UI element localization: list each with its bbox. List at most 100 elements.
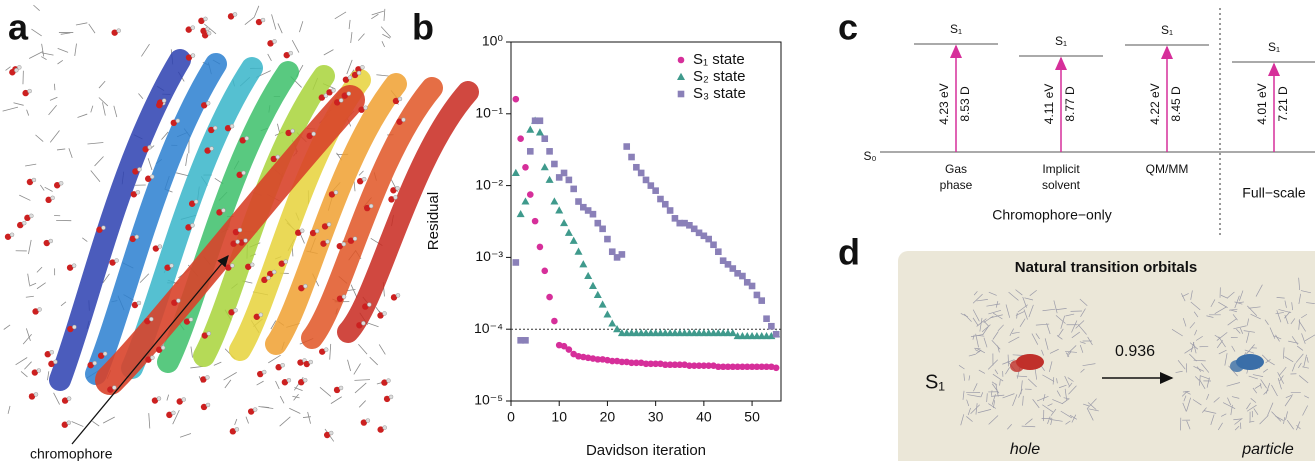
stick bbox=[1041, 349, 1044, 356]
stick bbox=[992, 331, 999, 340]
stick bbox=[975, 403, 978, 415]
stick bbox=[24, 361, 32, 370]
stick bbox=[102, 273, 110, 284]
stick bbox=[1088, 408, 1099, 412]
stick bbox=[31, 28, 42, 37]
water bbox=[238, 239, 245, 246]
point bbox=[753, 363, 761, 371]
water bbox=[190, 53, 196, 58]
point bbox=[768, 322, 775, 330]
panel-letter: d bbox=[838, 232, 860, 273]
water bbox=[155, 346, 163, 353]
point bbox=[666, 207, 674, 214]
x-tick-label: 30 bbox=[648, 409, 664, 425]
point bbox=[521, 197, 530, 205]
water bbox=[393, 195, 398, 200]
stick bbox=[1184, 347, 1194, 354]
water bbox=[341, 92, 348, 99]
stick bbox=[1214, 306, 1227, 314]
water bbox=[325, 239, 330, 244]
stick bbox=[1247, 305, 1258, 316]
water bbox=[161, 98, 167, 103]
y-tick-label: 10⁻¹ bbox=[475, 105, 503, 121]
stick bbox=[26, 109, 30, 116]
point bbox=[546, 293, 553, 301]
water bbox=[362, 303, 369, 310]
point bbox=[545, 175, 554, 183]
water bbox=[361, 176, 367, 182]
stick bbox=[1028, 304, 1034, 318]
stick bbox=[1019, 318, 1026, 327]
stick bbox=[990, 390, 993, 396]
stick bbox=[1186, 397, 1191, 412]
point bbox=[594, 219, 602, 227]
stick bbox=[358, 170, 364, 176]
stick bbox=[1206, 377, 1210, 388]
water bbox=[303, 360, 310, 368]
water bbox=[302, 377, 308, 383]
stick bbox=[90, 105, 94, 113]
water bbox=[67, 325, 74, 333]
water bbox=[92, 360, 97, 366]
point bbox=[551, 160, 558, 168]
stick bbox=[1279, 375, 1284, 382]
point bbox=[522, 337, 529, 344]
stick bbox=[371, 13, 379, 20]
water bbox=[255, 18, 263, 26]
stick bbox=[299, 21, 304, 33]
water bbox=[176, 398, 183, 405]
stick bbox=[1192, 342, 1197, 354]
point bbox=[686, 362, 693, 370]
stick bbox=[1236, 328, 1241, 334]
water bbox=[363, 105, 368, 110]
stick bbox=[1233, 418, 1242, 421]
stick bbox=[258, 406, 274, 409]
stick bbox=[1182, 402, 1187, 412]
water bbox=[132, 168, 139, 175]
level-diagram: S₁ 4.23 eV 8.53 D Gas phase S₁ 4.11 eV 8.77 D Im… bbox=[914, 22, 1315, 201]
stick bbox=[966, 399, 970, 407]
stick bbox=[1189, 353, 1197, 362]
stick bbox=[48, 105, 57, 116]
column-label: QM/MM bbox=[1146, 162, 1189, 176]
stick bbox=[1255, 284, 1263, 297]
point bbox=[531, 117, 539, 125]
y-axis-label: Residual bbox=[425, 192, 442, 250]
stick bbox=[1189, 322, 1196, 329]
stick bbox=[1300, 290, 1311, 294]
stick bbox=[1261, 354, 1269, 362]
stick bbox=[1042, 374, 1055, 382]
stick bbox=[1055, 315, 1066, 324]
stick bbox=[1239, 290, 1244, 301]
stick bbox=[19, 194, 31, 201]
stick bbox=[1067, 351, 1072, 357]
stick bbox=[1184, 391, 1191, 395]
stick bbox=[1082, 363, 1096, 367]
point bbox=[541, 267, 549, 275]
water bbox=[235, 239, 240, 244]
water bbox=[347, 237, 355, 244]
water bbox=[200, 102, 208, 109]
stick bbox=[976, 318, 987, 327]
point bbox=[512, 95, 520, 103]
stick bbox=[1284, 300, 1287, 308]
stick bbox=[1298, 362, 1302, 369]
water bbox=[97, 352, 105, 359]
stick bbox=[293, 393, 299, 401]
water bbox=[360, 65, 365, 70]
stick bbox=[1246, 332, 1250, 343]
stick bbox=[1227, 318, 1237, 326]
stick bbox=[1210, 414, 1215, 425]
stick bbox=[1080, 368, 1085, 373]
x-axis-label: Davidson iteration bbox=[586, 442, 706, 459]
state-label: S₁ bbox=[1161, 23, 1173, 37]
water bbox=[149, 174, 155, 180]
stick bbox=[1214, 334, 1220, 339]
stick bbox=[358, 400, 366, 408]
point bbox=[633, 163, 640, 171]
water bbox=[249, 262, 255, 268]
water bbox=[213, 125, 218, 131]
stick bbox=[376, 74, 389, 77]
water bbox=[396, 118, 403, 125]
water bbox=[206, 30, 212, 36]
